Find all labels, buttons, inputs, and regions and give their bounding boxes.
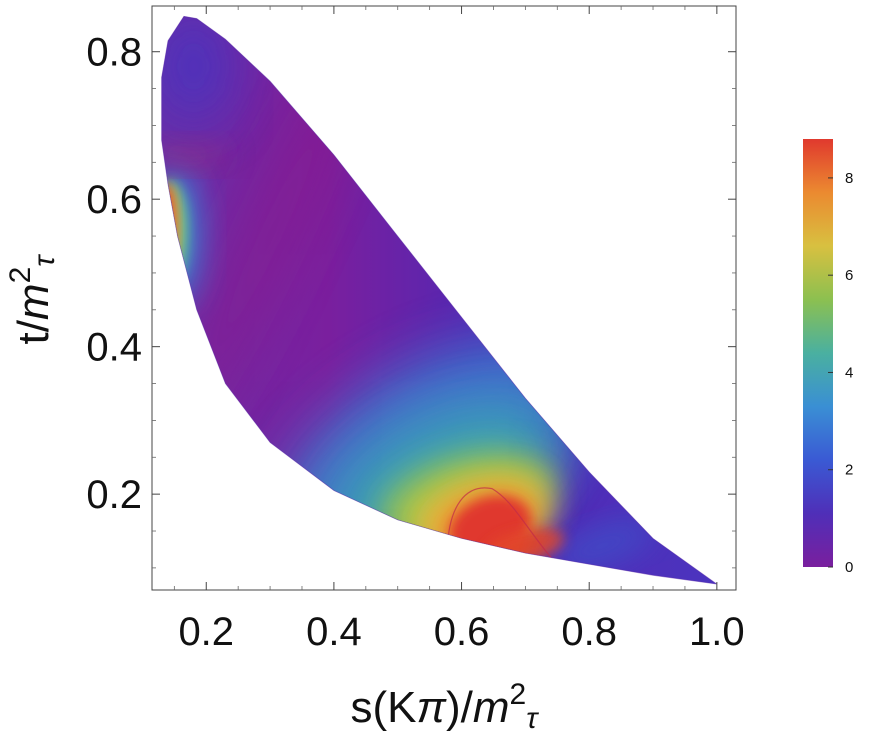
heat-top-blue [161, 16, 234, 127]
y-tick-label: 0.8 [86, 31, 142, 75]
y-tick-label: 0.6 [86, 178, 142, 222]
x-tick-label: 0.4 [306, 610, 362, 654]
colorbar-tick-label: 0 [845, 559, 853, 576]
y-axis: 0.2 0.4 0.6 0.8 [86, 31, 736, 569]
x-tick-label: 0.2 [178, 610, 234, 654]
colorbar-tick-label: 4 [845, 364, 853, 381]
y-axis-label-sup: 2 [4, 267, 37, 284]
plot-frame [151, 5, 737, 591]
colorbar: 0 2 4 6 8 [803, 139, 853, 576]
region-boundary [161, 15, 718, 585]
heat-left-red [161, 183, 174, 267]
y-axis-label: t/m2τ [4, 254, 61, 345]
x-axis-label-mid: )/ [446, 683, 474, 732]
heat-ridge-right [549, 520, 655, 572]
x-tick-label: 0.8 [561, 610, 617, 654]
x-tick-label: 0.6 [434, 610, 490, 654]
colorbar-tick-label: 8 [845, 170, 853, 187]
x-axis: 0.2 0.4 0.6 0.8 1.0 [173, 6, 745, 654]
x-axis-label-m: m [473, 683, 510, 732]
heatmap-region [161, 16, 717, 585]
x-axis-label-sub: τ [526, 702, 539, 735]
x-axis-label-prefix: s(K [351, 683, 417, 732]
colorbar-tick-label: 6 [845, 267, 853, 284]
y-tick-label: 0.2 [86, 473, 142, 517]
y-tick-label: 0.4 [86, 326, 142, 370]
heat-peak-contour [446, 487, 573, 583]
x-axis-label: s(Kπ)/m2τ [351, 678, 540, 735]
heat-left-halo [161, 142, 228, 167]
colorbar-gradient [803, 139, 833, 567]
y-axis-label-sub: τ [28, 254, 61, 267]
colorbar-tick-label: 2 [845, 462, 853, 479]
x-tick-label: 1.0 [689, 610, 745, 654]
y-axis-label-m: m [9, 283, 58, 320]
x-axis-label-greek: π [417, 683, 448, 732]
y-axis-label-prefix: t/ [9, 319, 58, 344]
x-axis-label-sup: 2 [510, 678, 527, 711]
